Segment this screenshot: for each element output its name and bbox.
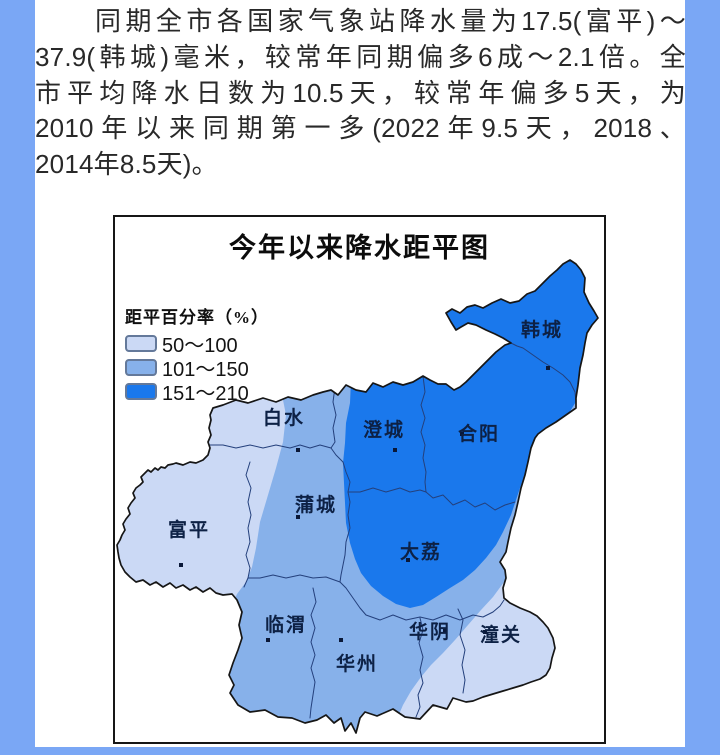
county-label: 蒲城 [295, 493, 337, 516]
left-border-bar [0, 0, 35, 755]
station-dot [546, 366, 550, 370]
county-label: 潼关 [480, 623, 522, 646]
county-label: 华阴 [409, 620, 451, 643]
station-dot [460, 432, 464, 436]
station-dot [296, 448, 300, 452]
legend-item: 50～100 [125, 335, 269, 357]
article-paragraph: 同期全市各国家气象站降水量为17.5(富平)～ 37.9(韩城)毫米，较常年同期偏… [35, 4, 686, 183]
county-label: 临渭 [265, 613, 307, 636]
city-outline [116, 259, 599, 734]
legend-rows: 50～100 101～150 151～210 [125, 335, 269, 405]
legend-item-label: 151～210 [162, 383, 249, 405]
region-anomaly-151-210 [343, 260, 598, 608]
legend-item-label: 50～100 [162, 335, 238, 357]
article-line: 37.9(韩城)毫米，较常年同期偏多6成～2.1倍。全 [35, 41, 686, 72]
county-label: 华州 [336, 652, 378, 675]
map-title: 今年以来降水距平图 [229, 233, 490, 263]
legend-swatch [125, 335, 157, 352]
county-label: 富平 [168, 518, 210, 541]
legend-title: 距平百分率（%） [125, 308, 269, 327]
legend-item-label: 101～150 [162, 359, 249, 381]
article-line: 2010年以来同期第一多(2022年9.5天，2018、 [35, 113, 686, 144]
station-dot [393, 448, 397, 452]
county-label: 合阳 [458, 422, 500, 445]
station-dot [339, 638, 343, 642]
county-label: 白水 [263, 406, 305, 429]
legend-swatch [125, 383, 157, 400]
article-line: 市平均降水日数为10.5天，较常年偏多5天，为 [35, 77, 686, 108]
station-dot [443, 629, 447, 633]
county-label: 韩城 [521, 318, 563, 341]
station-dot [266, 638, 270, 642]
legend-swatch [125, 359, 157, 376]
station-dot [179, 563, 183, 567]
map-legend: 距平百分率（%） 50～100 101～150 151～210 [125, 303, 269, 405]
county-label: 大荔 [400, 540, 442, 563]
county-label: 澄城 [363, 418, 405, 441]
right-border-bar [685, 0, 720, 755]
article-line: 同期全市各国家气象站降水量为17.5(富平)～ [95, 6, 686, 36]
station-dot [483, 630, 487, 634]
county-boundaries [209, 342, 577, 719]
map-figure: 韩城白水澄城 合阳蒲城富平大荔临渭华州 华阴 潼关 今年以来降水距平图 距平百分率（%… [113, 215, 606, 744]
station-dot [406, 558, 410, 562]
bottom-border-bar [0, 747, 720, 755]
legend-item: 151～210 [125, 383, 269, 405]
station-dot [296, 515, 300, 519]
article-line: 2014年8.5天)。 [35, 149, 218, 180]
legend-item: 101～150 [125, 359, 269, 381]
